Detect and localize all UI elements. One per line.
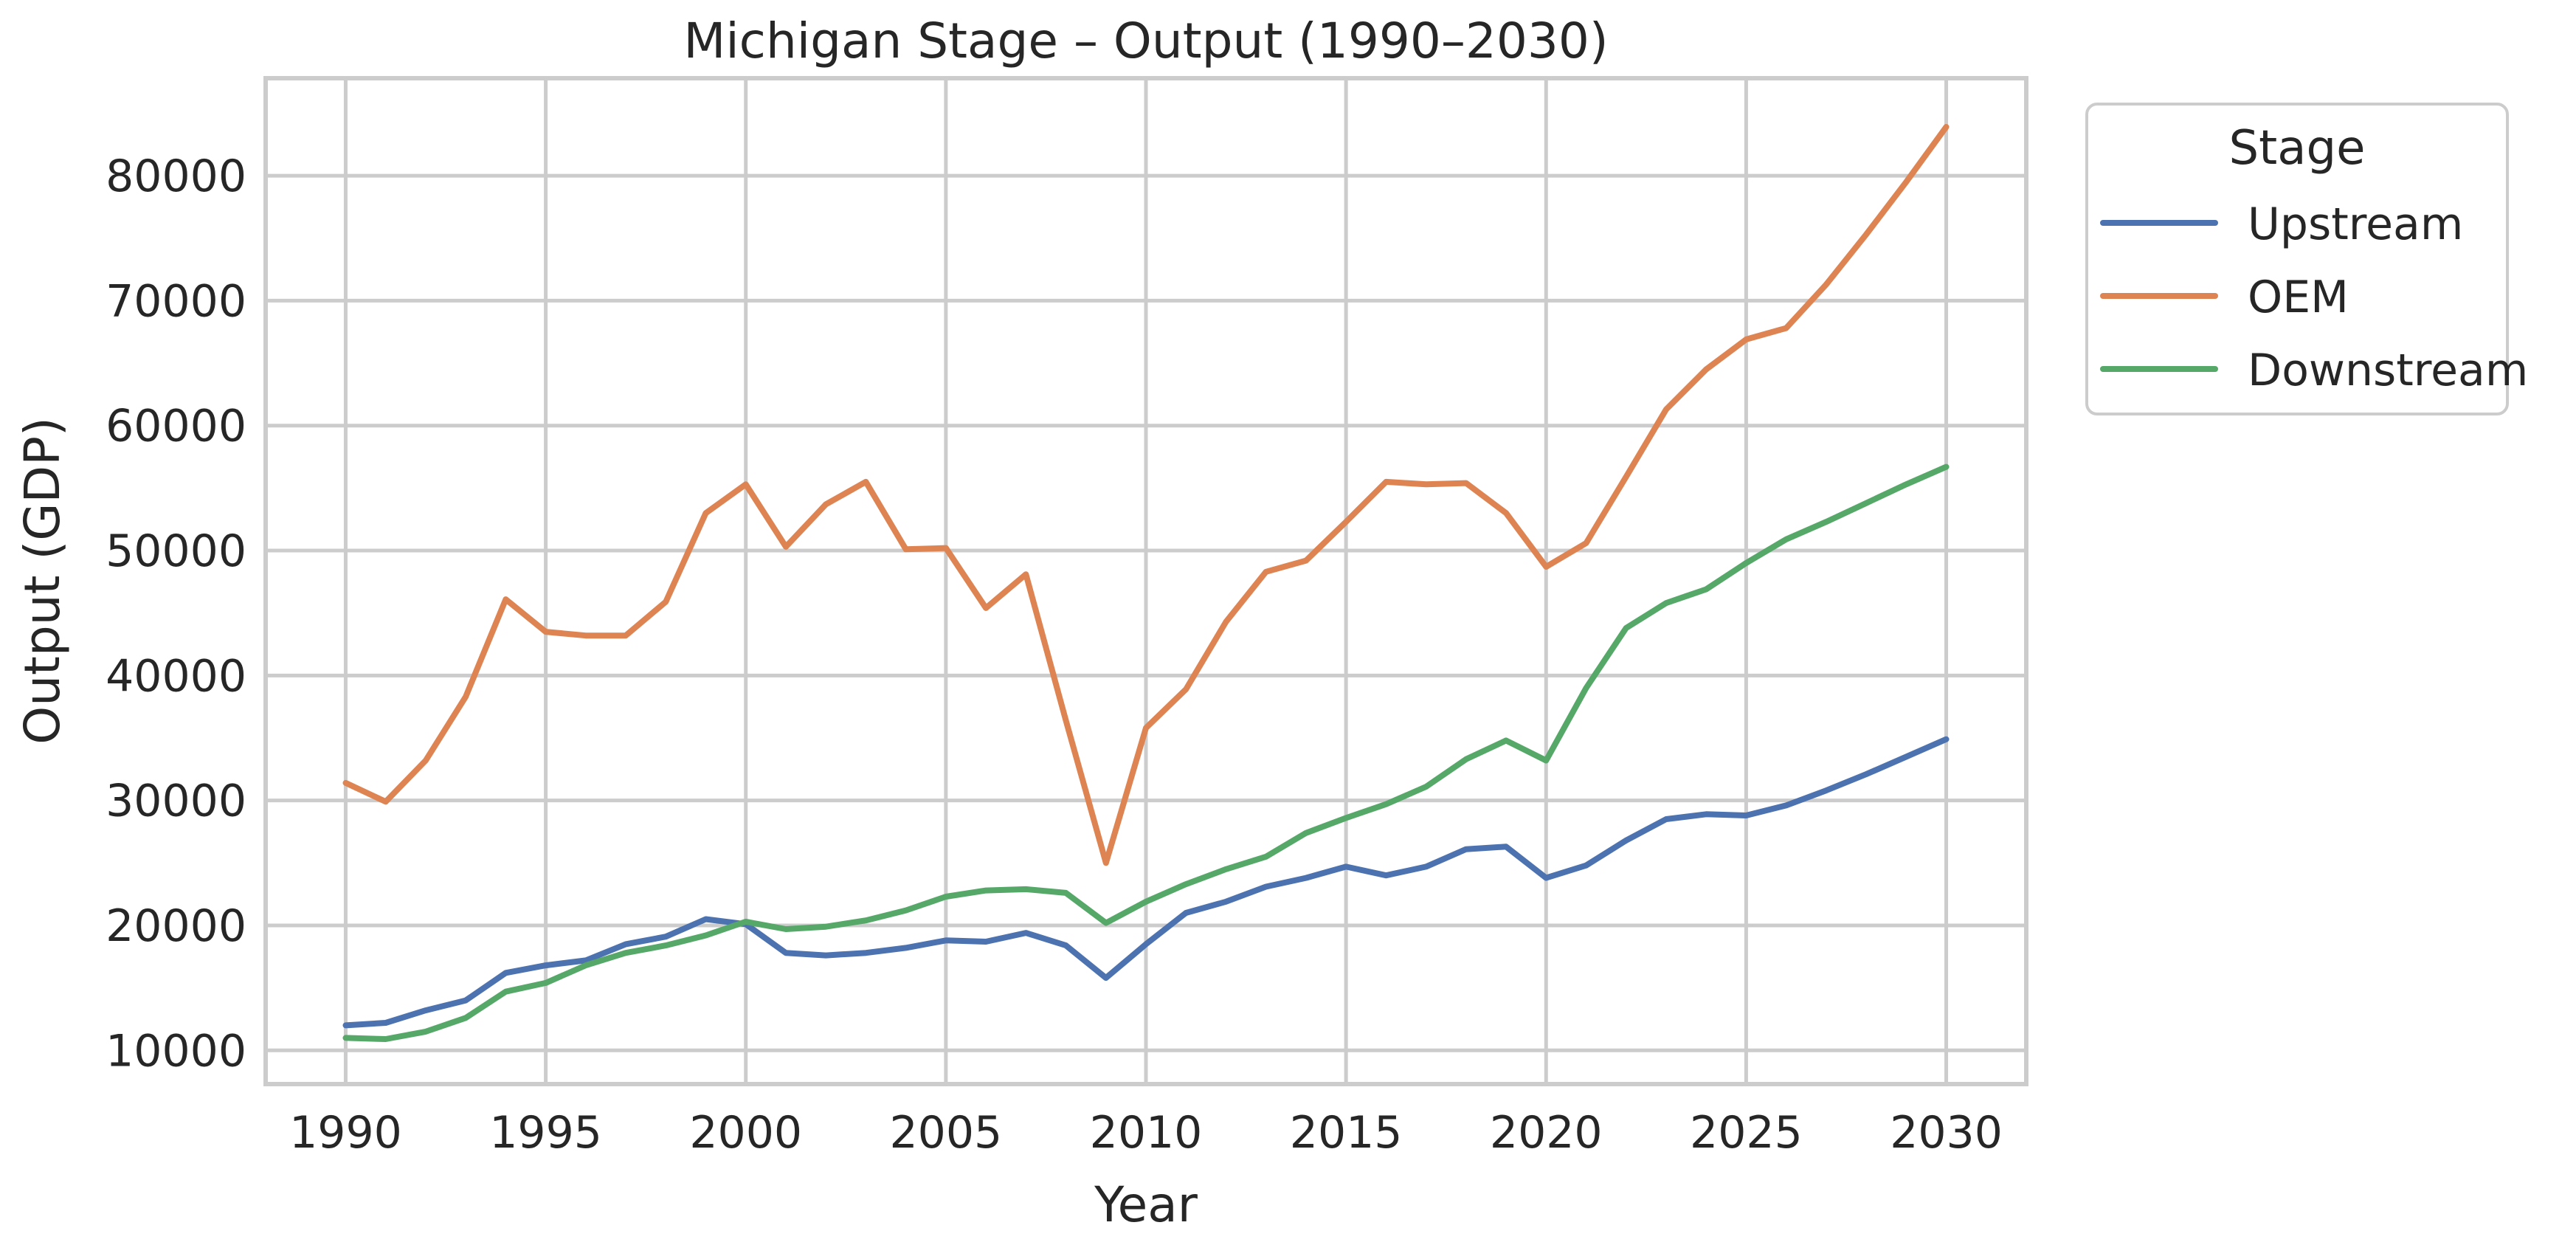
y-tick-label: 80000 [106, 151, 246, 202]
y-tick-label: 30000 [106, 776, 246, 827]
series-line-oem [342, 124, 1950, 866]
grid [266, 78, 2026, 1084]
legend-title: Stage [2229, 121, 2366, 176]
x-tick-label: 1995 [489, 1107, 602, 1159]
legend-box [2085, 103, 2509, 415]
x-axis-label: Year [1094, 1176, 1198, 1233]
x-tick-label: 2015 [1290, 1107, 1403, 1159]
x-tick-label: 2030 [1890, 1107, 2003, 1159]
legend-label-oem: OEM [2248, 272, 2349, 323]
legend-label-upstream: Upstream [2248, 199, 2463, 250]
y-axis-label: Output (GDP) [14, 417, 71, 745]
legend-entries: Upstream OEM Downstream [2100, 199, 2528, 396]
y-tick-label: 50000 [106, 525, 246, 577]
x-tick-label: 2000 [689, 1107, 802, 1159]
x-tick-label: 2025 [1690, 1107, 1803, 1159]
y-tick-label: 40000 [106, 650, 246, 702]
x-tick-label: 1990 [289, 1107, 402, 1159]
x-tick-label: 2005 [890, 1107, 1003, 1159]
chart-title: Michigan Stage – Output (1990–2030) [683, 13, 1608, 69]
legend: Stage Upstream OEM Downstream [2085, 103, 2528, 415]
y-tick-label: 10000 [106, 1025, 246, 1077]
plot-frame [263, 76, 2028, 1086]
y-axis-ticks: 10000 20000 30000 40000 50000 60000 70000 80000 [106, 151, 246, 1077]
legend-label-downstream: Downstream [2248, 345, 2528, 396]
x-tick-label: 2020 [1490, 1107, 1603, 1159]
series-lines [342, 124, 1950, 1042]
series-line-downstream [342, 463, 1950, 1042]
y-tick-label: 60000 [106, 401, 246, 452]
series-line-upstream [342, 736, 1950, 1029]
y-tick-label: 70000 [106, 275, 246, 327]
x-tick-label: 2010 [1090, 1107, 1203, 1159]
y-tick-label: 20000 [106, 900, 246, 952]
x-axis-ticks: 1990 1995 2000 2005 2010 2015 2020 2025 2030 [289, 1107, 2003, 1159]
